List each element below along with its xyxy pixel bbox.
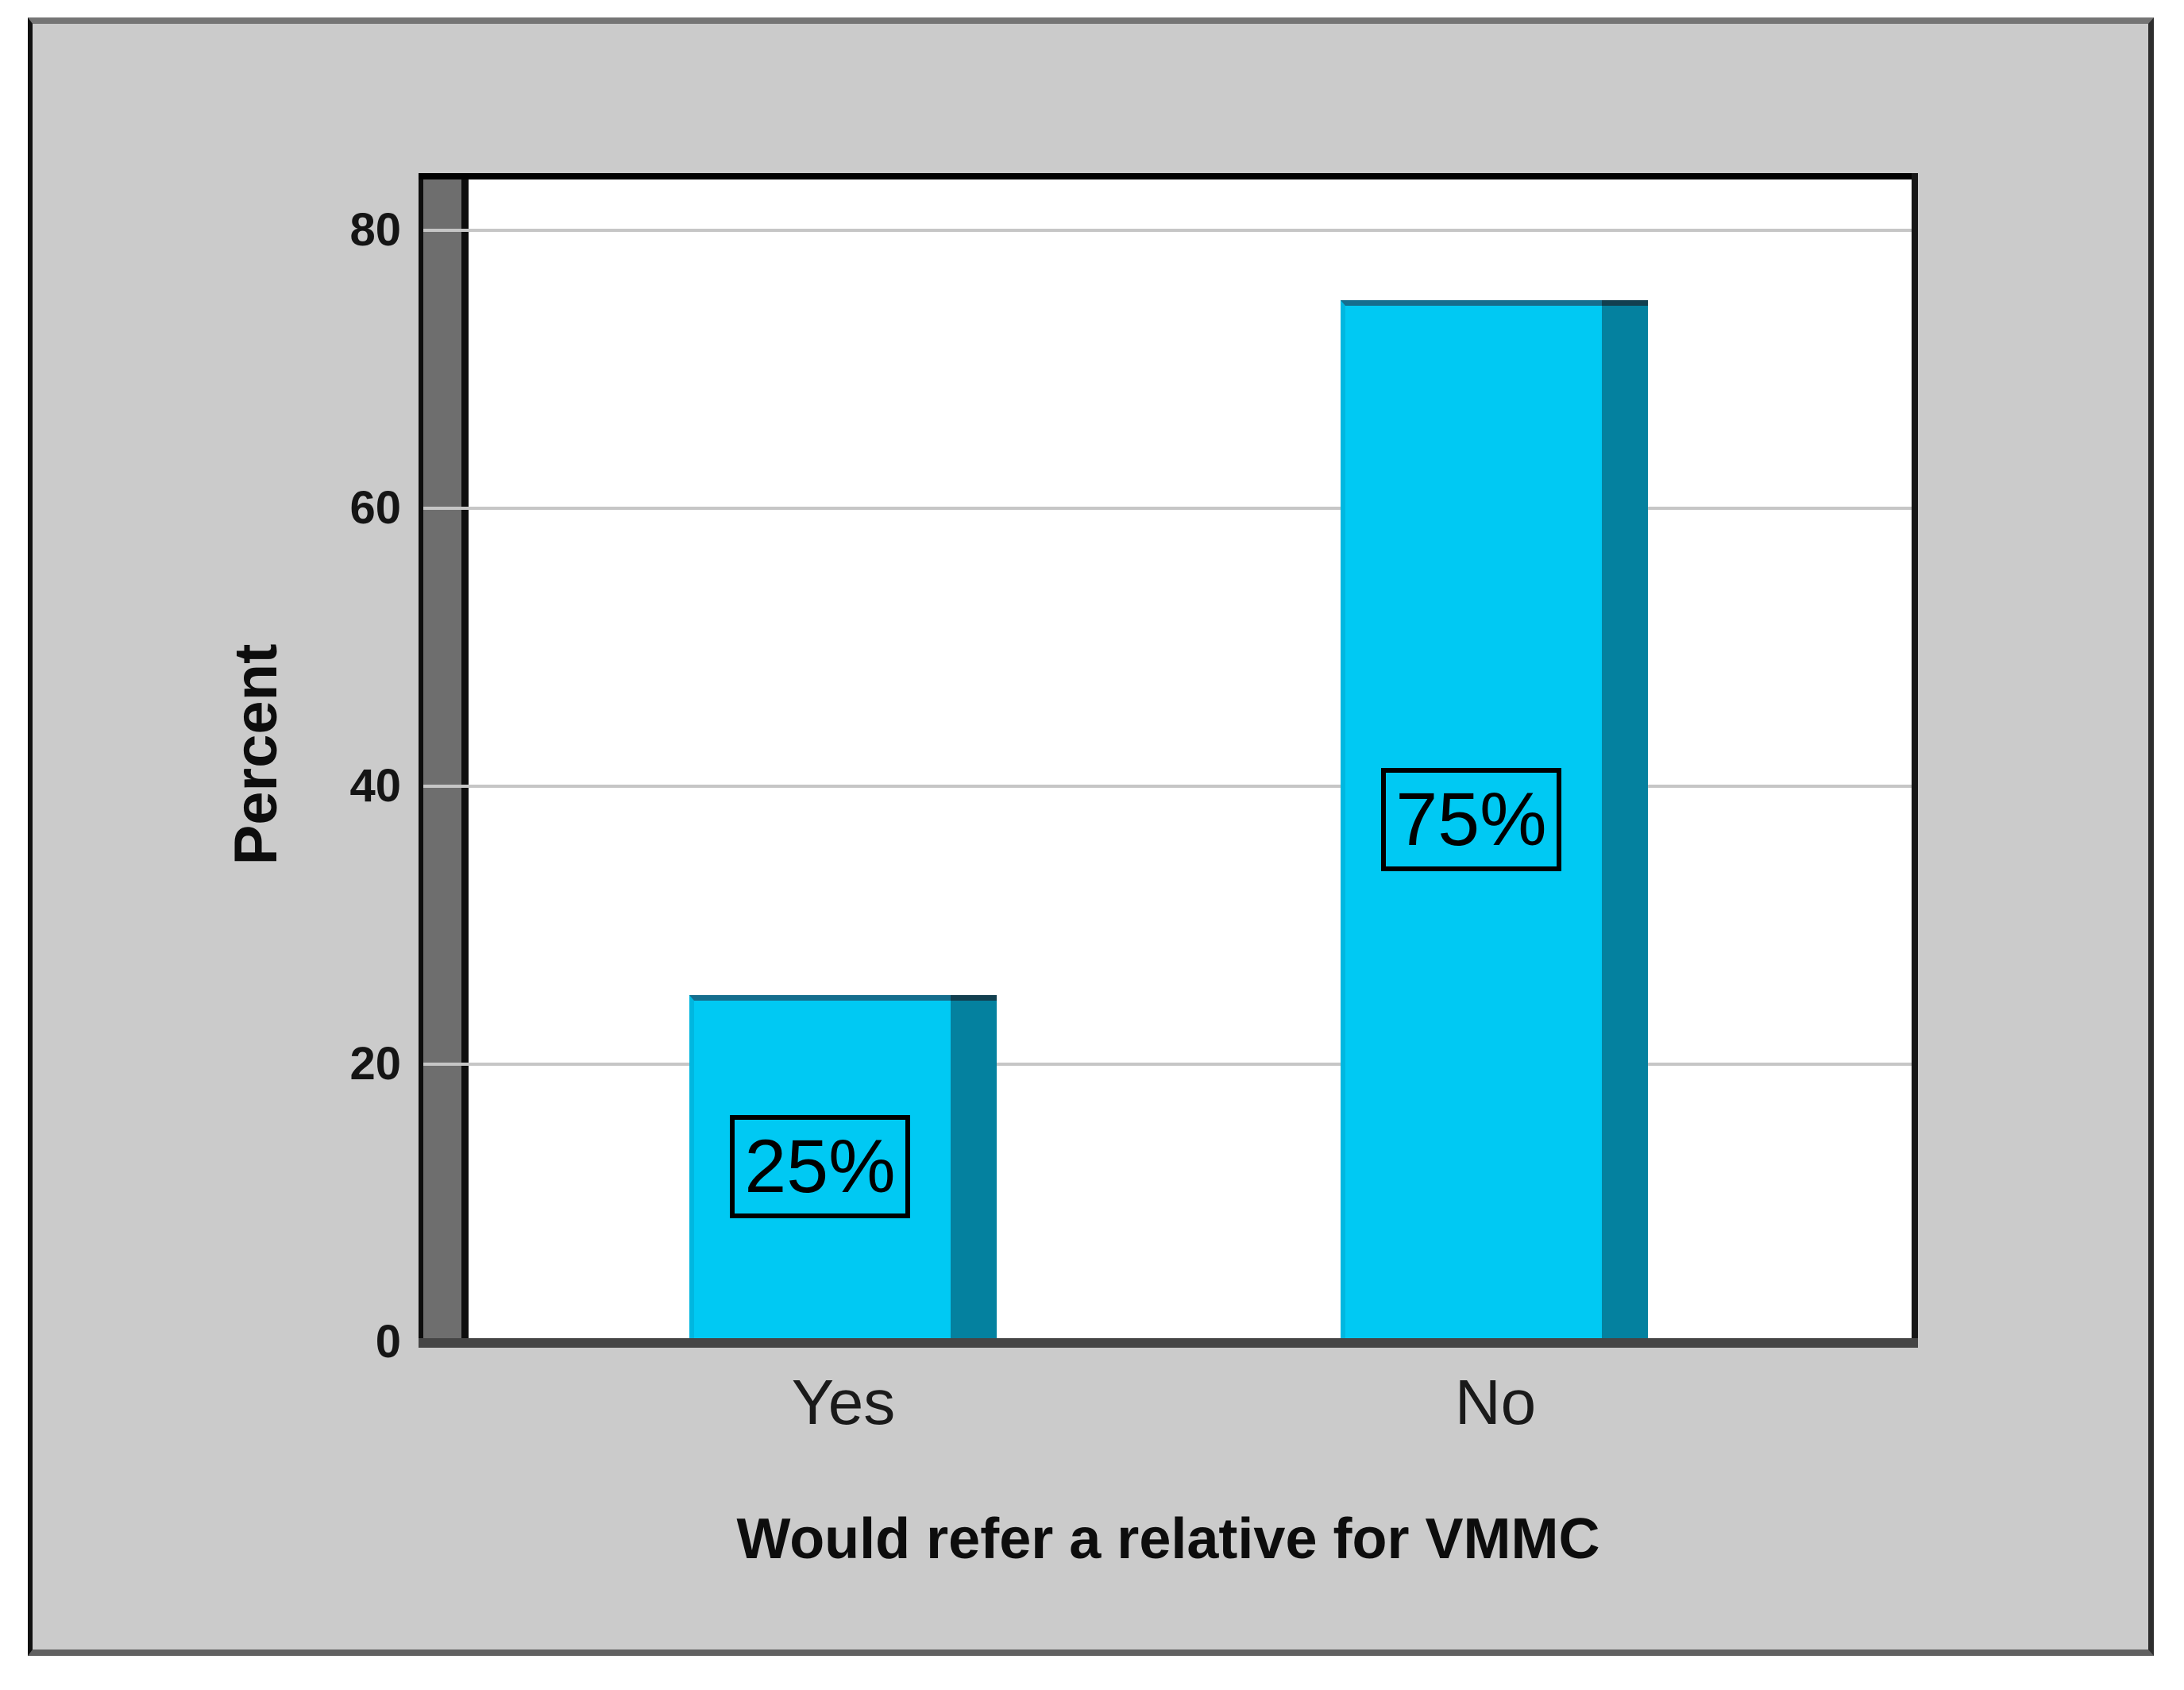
x-tick-label-yes: Yes [791,1367,896,1437]
gridline-60 [423,507,1912,510]
plot-top-border [419,173,1918,179]
x-tick-label-no: No [1454,1367,1537,1437]
plot-right-border [1912,173,1918,1348]
x-axis-title: Would refer a relative for VMMC [736,1507,1600,1571]
bar-value-label: 25% [744,1124,896,1209]
x-axis-line [419,1338,1918,1348]
bar-side-3d [951,995,997,1338]
y-tick-label-40: 40 [349,760,401,812]
gridline-80 [423,229,1912,232]
bar-no: 75% [1341,300,1648,1338]
bar-value-label-box: 25% [730,1115,910,1218]
y-tick-label-80: 80 [349,204,401,256]
y-tick-label-60: 60 [349,482,401,534]
bar-value-label: 75% [1395,777,1547,862]
plot-area [469,179,1912,1338]
y-axis-wall [419,179,469,1338]
y-tick-label-0: 0 [375,1316,401,1368]
bar-yes: 25% [689,995,997,1338]
gridline-40 [423,785,1912,788]
bar-side-3d [1602,300,1648,1338]
bar-value-label-box: 75% [1381,768,1561,871]
gridline-20 [423,1063,1912,1066]
y-axis-title: Percent [222,643,290,866]
y-tick-label-20: 20 [349,1038,401,1090]
